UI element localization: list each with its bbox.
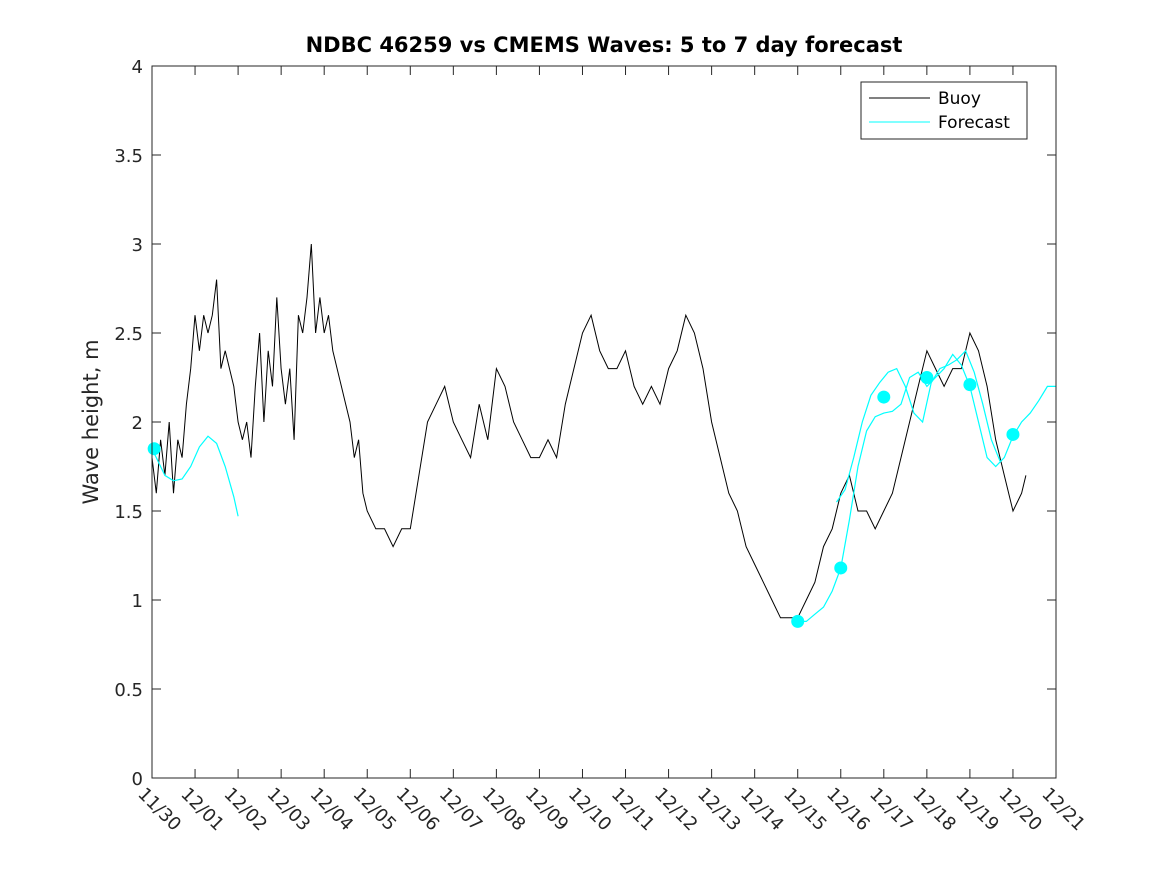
y-tick-label: 2.5 — [114, 324, 143, 345]
forecast-marker — [834, 561, 848, 575]
legend: Buoy Forecast — [860, 81, 1028, 140]
forecast-marker — [791, 614, 805, 628]
legend-forecast-label: Forecast — [938, 113, 1010, 133]
forecast-marker — [877, 390, 891, 404]
y-axis-ticks: 0 0.5 1 1.5 2 2.5 3 3.5 4 — [114, 57, 1056, 790]
forecast-line-path — [151, 435, 239, 517]
forecast-markers — [147, 371, 1020, 628]
chart-title: NDBC 46259 vs CMEMS Waves: 5 to 7 day fo… — [306, 33, 903, 57]
legend-box — [860, 81, 1028, 140]
y-tick-label: 0 — [132, 769, 143, 790]
forecast-marker — [1006, 427, 1020, 441]
forecast-line-path — [836, 349, 1001, 503]
forecast-marker — [920, 371, 934, 384]
y-tick-label: 1 — [132, 591, 143, 612]
y-tick-label: 3 — [132, 235, 143, 256]
y-tick-label: 4 — [132, 57, 143, 78]
forecast-marker — [147, 442, 161, 456]
y-axis-label: Wave height, m — [79, 339, 103, 504]
forecast-marker — [963, 378, 977, 392]
y-tick-label: 1.5 — [114, 502, 143, 523]
y-tick-label: 2 — [132, 413, 143, 434]
legend-buoy-label: Buoy — [938, 89, 981, 109]
y-tick-label: 0.5 — [114, 680, 143, 701]
y-tick-label: 3.5 — [114, 146, 143, 167]
